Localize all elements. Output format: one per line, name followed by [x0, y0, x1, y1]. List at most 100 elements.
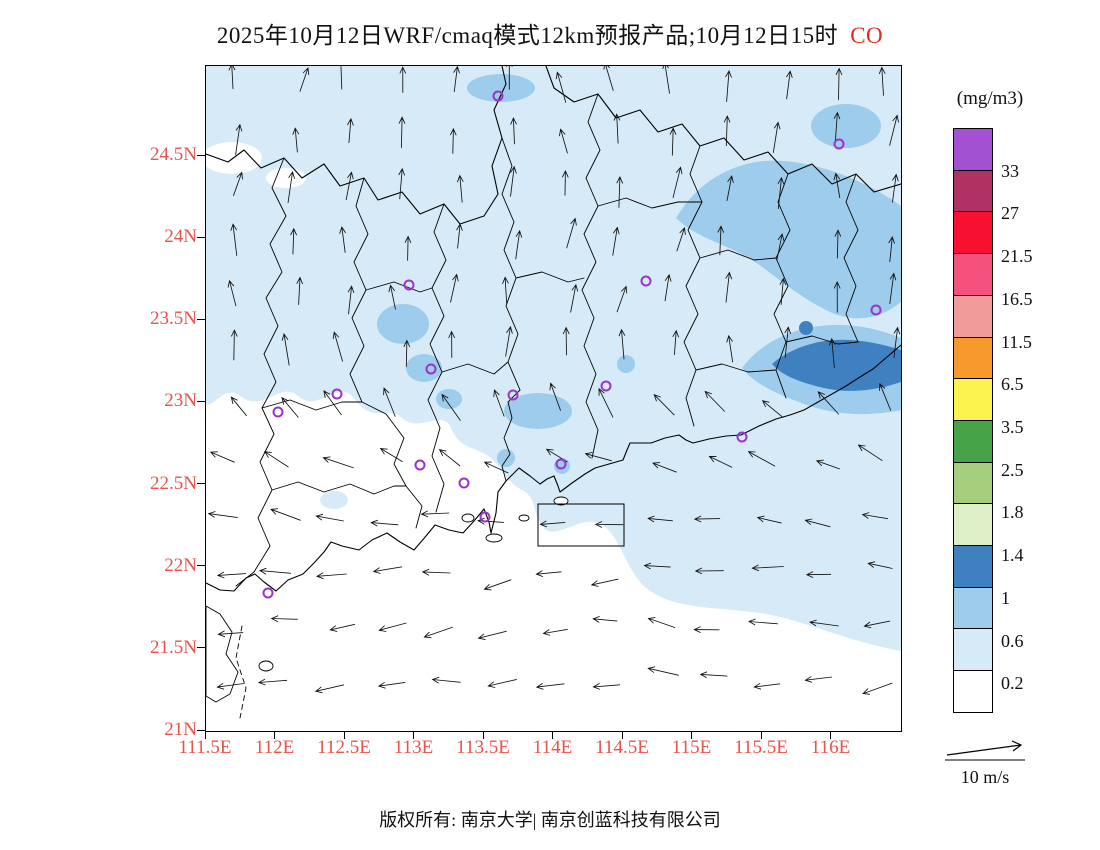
station-marker — [833, 138, 845, 150]
wind-arrow — [438, 448, 461, 467]
wind-arrow — [398, 167, 406, 200]
field-patch — [436, 389, 462, 409]
wind-arrow — [784, 326, 792, 358]
wind-arrow — [804, 676, 833, 683]
field-patch — [320, 491, 348, 509]
wind-arrow — [779, 277, 787, 305]
wind-arrow — [379, 447, 403, 463]
wind-arrow — [879, 382, 892, 411]
wind-arrow — [751, 564, 784, 572]
wind-arrow — [515, 229, 523, 260]
estuary-line — [501, 389, 521, 482]
county-boundary — [843, 173, 859, 343]
lon-tick-label: 113E — [393, 737, 434, 758]
wind-arrow — [505, 66, 513, 90]
wind-arrow — [726, 334, 734, 363]
wind-arrow — [281, 397, 299, 418]
coastline — [206, 344, 901, 592]
island — [258, 660, 274, 672]
wind-arrow — [403, 339, 411, 367]
wind-arrow — [647, 515, 673, 523]
wind-arrow — [292, 127, 300, 153]
wind-arrow — [322, 456, 354, 469]
colorbar-tick-label: 11.5 — [1001, 331, 1032, 352]
lat-tick — [197, 400, 205, 402]
wind-arrow — [290, 227, 297, 255]
wind-arrow — [450, 273, 459, 303]
lon-tick-label: 114E — [532, 737, 573, 758]
colorbar-tick-label: 1.8 — [1001, 502, 1024, 523]
colorbar-tick-label: 2.5 — [1001, 459, 1024, 480]
lon-tick-label: 112E — [254, 737, 295, 758]
wind-arrow — [878, 66, 886, 96]
wind-arrow — [776, 233, 785, 260]
lon-tick — [621, 731, 623, 739]
field-patch — [406, 354, 442, 382]
wind-arrow — [281, 333, 290, 366]
lat-tick — [197, 647, 205, 649]
wind-arrow — [725, 70, 732, 102]
wind-arrow — [448, 330, 455, 358]
wind-arrow — [377, 681, 406, 689]
wind-arrow — [217, 630, 244, 638]
lat-tick-label: 21N — [164, 719, 197, 740]
wind-arrow — [647, 617, 676, 629]
wind-arrow — [258, 567, 292, 575]
colorbar-tick-label: 6.5 — [1001, 374, 1024, 395]
wind-arrow — [316, 572, 347, 580]
wind-arrow — [493, 389, 505, 417]
wind-arrow — [717, 225, 725, 256]
wind-arrow — [647, 666, 679, 676]
title-text: 2025年10月12日WRF/cmaq模式12km预报产品;10月12日15时 — [216, 23, 839, 48]
wind-arrow — [699, 671, 728, 679]
wind-arrow — [345, 171, 354, 201]
wind-arrow — [502, 276, 509, 304]
wind-arrow — [761, 400, 784, 419]
wind-arrow — [299, 67, 310, 92]
colorbar-segment — [953, 419, 993, 463]
wind-arrow — [772, 121, 781, 153]
wind-arrow — [669, 127, 677, 156]
lon-tick — [274, 731, 275, 739]
wind-arrow — [388, 284, 396, 310]
station-marker — [870, 304, 882, 316]
colorbar-segment — [953, 670, 993, 713]
wind-arrow — [510, 165, 517, 197]
wind-arrow — [566, 217, 577, 249]
lon-tick — [760, 731, 762, 739]
station-marker — [479, 511, 491, 523]
wind-arrow — [453, 66, 461, 93]
colorbar-segment — [953, 336, 993, 380]
wind-arrow — [653, 393, 675, 416]
wind-arrow — [263, 451, 289, 468]
county-boundary — [441, 361, 509, 375]
wind-arrow — [562, 326, 570, 356]
wind-arrow — [207, 511, 238, 519]
wind-arrow — [863, 620, 891, 629]
wind-arrow — [652, 462, 677, 473]
wind-arrow — [570, 283, 579, 313]
station-marker — [555, 458, 567, 470]
field-level-1-max-band — [772, 339, 901, 391]
wind-arrow — [216, 571, 246, 579]
county-boundary — [683, 145, 703, 427]
wind-arrow — [232, 171, 243, 196]
wind-arrow — [404, 235, 412, 261]
wind-arrow — [828, 337, 836, 368]
field-patch-max — [799, 321, 813, 335]
field-clear-patch — [266, 168, 306, 188]
wind-arrow — [456, 223, 463, 249]
island — [553, 496, 569, 506]
wind-arrow — [603, 66, 614, 91]
colorbar-segment — [953, 628, 993, 672]
lat-tick — [197, 154, 205, 156]
lat-tick-label: 23.5N — [150, 308, 197, 330]
wind-arrow — [505, 325, 513, 357]
wind-arrow — [510, 117, 517, 145]
wind-arrow — [805, 571, 832, 578]
lon-tick-label: 113.5E — [456, 737, 510, 758]
wind-arrow — [694, 567, 724, 575]
wind-arrow — [555, 71, 567, 103]
colorbar-tick-label: 3.5 — [1001, 417, 1024, 437]
wind-arrow — [270, 508, 301, 521]
